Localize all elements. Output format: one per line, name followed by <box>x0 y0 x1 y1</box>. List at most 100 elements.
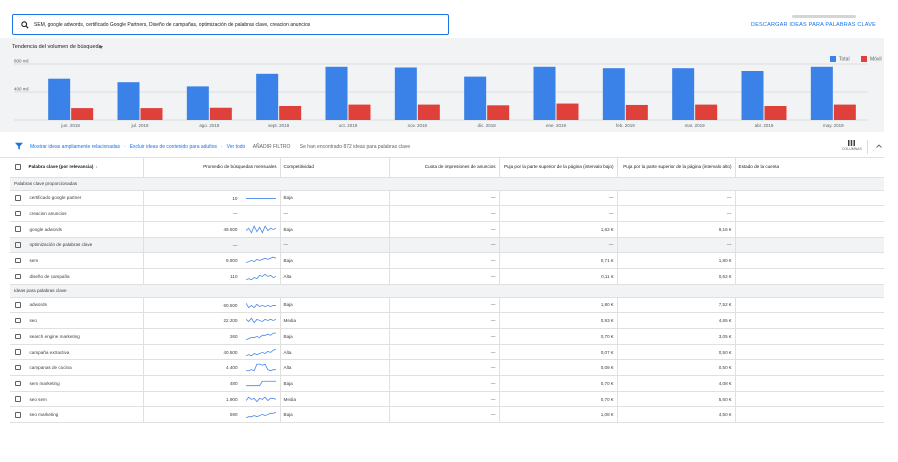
table-row[interactable]: seo 22.200 Media —0,93 €4,65 € <box>10 312 884 329</box>
row-checkbox[interactable] <box>15 242 21 248</box>
trend-sparkline[interactable] <box>245 194 276 204</box>
bar-total[interactable] <box>186 86 209 120</box>
bar-total[interactable] <box>325 66 348 120</box>
row-checkbox[interactable] <box>15 302 21 308</box>
bar-total[interactable] <box>602 68 625 120</box>
row-checkbox[interactable] <box>15 273 21 280</box>
header-keyword[interactable]: Palabra clave (por relevancia) ↓ <box>10 158 144 178</box>
exclude-adult-link[interactable]: Excluir ideas de contenido para adultos <box>129 144 217 150</box>
bar-mobile[interactable] <box>140 108 163 120</box>
chevron-down-icon[interactable] <box>99 46 103 49</box>
bar-total[interactable] <box>48 78 71 120</box>
bar-total[interactable] <box>672 68 695 120</box>
table-row[interactable]: seo sem 1.900 Media —0,70 €5,60 € <box>10 391 884 408</box>
search-input[interactable]: SEM, google adwords, certificado Google … <box>12 14 449 35</box>
bid-high-cell: — <box>617 237 736 254</box>
chevron-up-icon[interactable] <box>876 144 882 148</box>
table-row[interactable]: diseño de campaña 110 Alta —0,11 €0,62 € <box>10 268 884 285</box>
filter-icon[interactable] <box>15 142 23 150</box>
row-checkbox[interactable] <box>15 195 21 201</box>
columns-label: COLUMNAS <box>842 147 862 151</box>
header-account-status[interactable]: Estado de la cuenta <box>735 158 884 178</box>
header-impressions[interactable]: Cuota de impresiones de anuncios <box>389 158 500 178</box>
trend-sparkline[interactable] <box>245 225 276 235</box>
download-ideas-link[interactable]: DESCARGAR IDEAS PARA PALABRAS CLAVE <box>751 22 876 28</box>
add-filter-button[interactable]: AÑADIR FILTRO <box>252 144 291 150</box>
header-bid-low[interactable]: Puja por la parte superior de la página … <box>499 158 618 178</box>
row-checkbox[interactable] <box>15 396 21 402</box>
trend-sparkline[interactable] <box>245 332 276 342</box>
keyword-cell: sem <box>10 252 144 269</box>
bar-mobile[interactable] <box>556 103 579 120</box>
trend-sparkline[interactable] <box>245 410 276 420</box>
row-checkbox[interactable] <box>15 380 21 387</box>
table-row[interactable]: creacion anuncios — — — — — <box>10 205 884 222</box>
bar-total[interactable] <box>464 76 487 120</box>
bar-total[interactable] <box>533 66 556 120</box>
table-row[interactable]: sem 9.900 Baja —0,71 €1,80 € <box>10 252 884 269</box>
row-checkbox[interactable] <box>15 317 21 324</box>
table-row[interactable]: campaña extractiva 40.500 Alta —0,07 €0,50 … <box>10 344 884 361</box>
header-avg-searches[interactable]: Promedio de búsquedas mensuales <box>143 158 281 178</box>
bid-high-cell: 4,65 € <box>617 312 736 329</box>
bar-total[interactable] <box>810 66 833 120</box>
row-checkbox[interactable] <box>15 364 21 371</box>
row-checkbox[interactable] <box>15 349 21 355</box>
bar-total[interactable] <box>741 71 764 120</box>
bar-total[interactable] <box>117 82 140 120</box>
row-checkbox[interactable] <box>15 257 21 264</box>
sort-arrow-icon[interactable]: ↓ <box>95 164 98 170</box>
trend-dropdown-label[interactable]: Tendencia del volumen de búsqueda <box>12 44 102 50</box>
keyword-text: google adwords <box>29 226 62 232</box>
table-row[interactable]: campanas de cocina 4.400 Alta —0,08 €0,50 € <box>10 359 884 377</box>
trend-sparkline[interactable] <box>245 379 276 389</box>
broad-ideas-link[interactable]: Mostrar ideas ampliamente relacionadas <box>30 144 121 150</box>
table-row[interactable]: adwords 60.500 Baja —1,80 €7,52 € <box>10 297 884 314</box>
bar-total[interactable] <box>394 67 417 121</box>
trend-sparkline[interactable] <box>245 363 276 373</box>
table-row[interactable]: search engine marketing 260 Baja —0,70 €3,0… <box>10 328 884 345</box>
account-status-cell <box>735 375 884 392</box>
row-checkbox[interactable] <box>15 412 21 418</box>
bar-mobile[interactable] <box>625 104 648 120</box>
bar-mobile[interactable] <box>833 104 856 120</box>
avg-searches-cell: 60.500 <box>143 297 281 314</box>
bar-mobile[interactable] <box>348 104 371 120</box>
trend-sparkline[interactable] <box>245 395 276 405</box>
avg-searches-value: 22.200 <box>223 318 238 324</box>
trend-sparkline[interactable] <box>245 301 276 311</box>
trend-sparkline[interactable] <box>245 348 276 358</box>
columns-button[interactable]: COLUMNAS <box>842 140 862 151</box>
table-row[interactable]: sem marketing 480 Baja —0,70 €4,08 € <box>10 375 884 392</box>
group-label: Palabras clave proporcionadas <box>10 177 884 191</box>
bar-mobile[interactable] <box>71 108 94 120</box>
bar-mobile[interactable] <box>417 104 440 120</box>
table-row[interactable]: optimización de palabras clave — — — — — <box>10 237 884 254</box>
bid-low-cell: — <box>499 205 618 222</box>
table-row[interactable]: certificado google partner 10 Baja — — — <box>10 190 884 207</box>
competition-cell: — <box>280 237 390 254</box>
table-row[interactable]: seo marketing 590 Baja —1,08 €4,50 € <box>10 406 884 424</box>
keyword-cell: campaña extractiva <box>10 344 144 361</box>
bar-total[interactable] <box>256 73 279 120</box>
header-competition[interactable]: Competitividad <box>280 158 390 178</box>
bar-mobile[interactable] <box>764 106 787 120</box>
row-checkbox[interactable] <box>15 333 21 340</box>
keyword-text: sem marketing <box>29 380 60 386</box>
trend-sparkline[interactable] <box>245 316 276 326</box>
table-row[interactable]: google adwords 49.500 Baja —1,62 €9,16 € <box>10 221 884 238</box>
trend-sparkline[interactable] <box>245 272 276 282</box>
bar-mobile[interactable] <box>279 106 302 120</box>
avg-searches-value: 110 <box>230 273 238 279</box>
bar-mobile[interactable] <box>209 107 232 120</box>
row-checkbox[interactable] <box>15 226 21 232</box>
view-all-link[interactable]: Ver todo <box>226 144 246 150</box>
bar-mobile[interactable] <box>695 104 718 120</box>
avg-searches-cell: — <box>143 237 281 254</box>
trend-sparkline[interactable] <box>245 256 276 266</box>
select-all-checkbox[interactable] <box>15 164 21 170</box>
avg-searches-cell: 22.200 <box>143 312 281 329</box>
bar-mobile[interactable] <box>487 105 510 120</box>
header-bid-high[interactable]: Puja por la parte superior de la página … <box>617 158 736 178</box>
row-checkbox[interactable] <box>15 210 21 217</box>
